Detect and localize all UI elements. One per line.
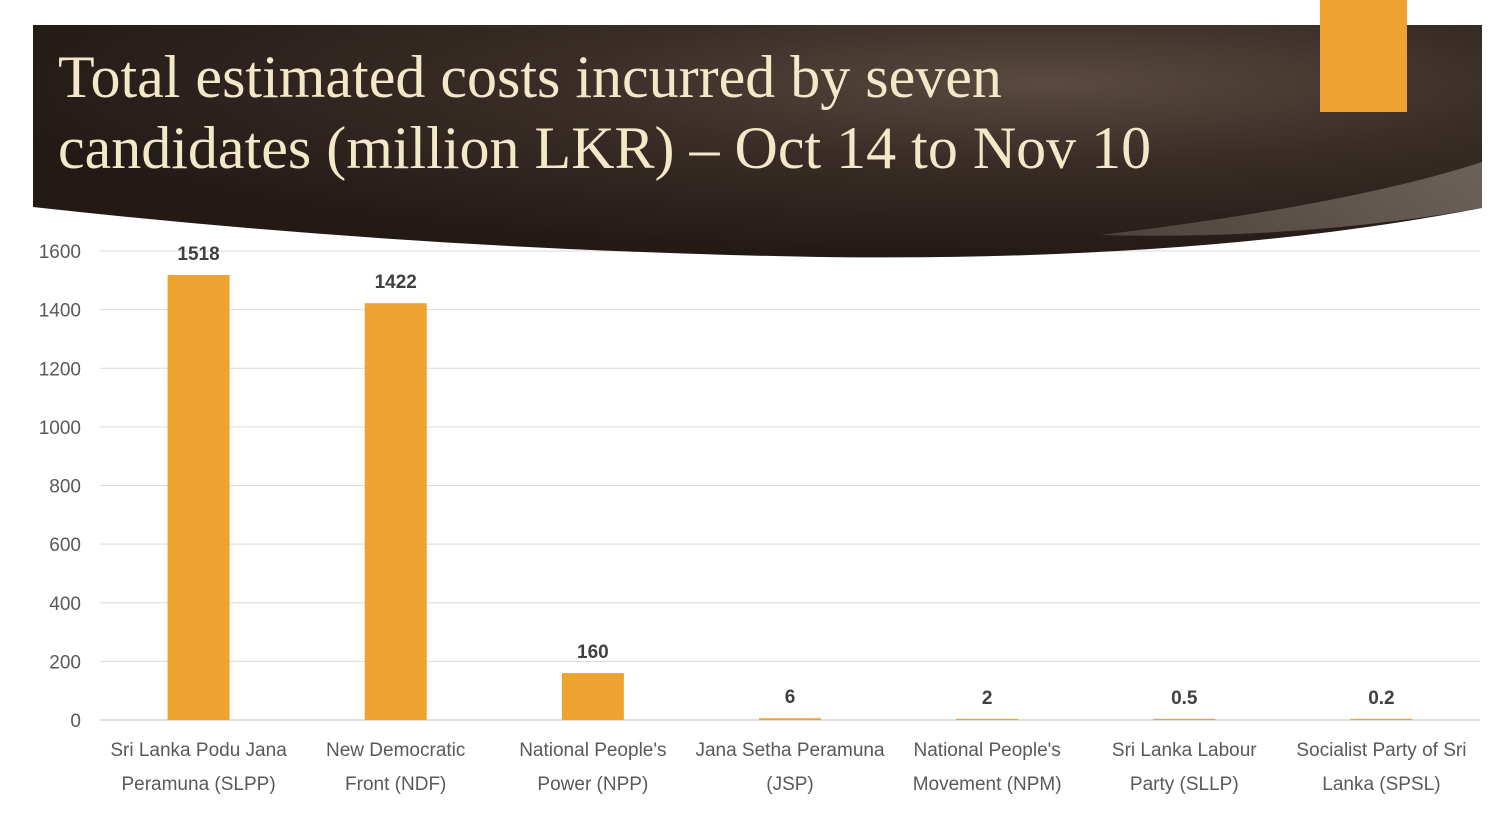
x-tick-label: National People's Movement (NPM) bbox=[913, 740, 1062, 795]
y-tick-label: 800 bbox=[49, 477, 81, 498]
slide-title: Total estimated costs incurred by seven … bbox=[58, 44, 1152, 181]
x-tick-label: National People's Power (NPP) bbox=[519, 740, 666, 795]
y-axis-ticks: 0 200 400 600 800 1000 1200 1400 1600 bbox=[39, 242, 81, 732]
banner-background bbox=[33, 25, 1482, 258]
data-label: 2 bbox=[982, 688, 993, 709]
bar bbox=[364, 303, 427, 720]
bar bbox=[1153, 718, 1216, 720]
bar bbox=[561, 673, 624, 720]
bar bbox=[1350, 718, 1413, 720]
bars bbox=[167, 275, 1413, 720]
data-label: 160 bbox=[577, 642, 609, 663]
data-labels: 1518 1422 160 6 2 0.5 0.2 bbox=[177, 244, 1394, 709]
data-label: 0.5 bbox=[1171, 688, 1198, 709]
x-tick-label: Jana Setha Peramuna (JSP) bbox=[695, 740, 885, 795]
data-label: 1518 bbox=[177, 244, 219, 265]
banner-sweep bbox=[1100, 162, 1482, 236]
y-tick-label: 600 bbox=[49, 535, 81, 556]
y-tick-label: 1000 bbox=[39, 418, 81, 439]
bar bbox=[167, 275, 230, 720]
x-axis-labels: Sri Lanka Podu Jana Peramuna (SLPP) New De… bbox=[110, 740, 1466, 795]
y-tick-label: 1200 bbox=[39, 359, 81, 380]
y-tick-label: 1600 bbox=[39, 242, 81, 263]
x-tick-label: Sri Lanka Labour Party (SLLP) bbox=[1112, 740, 1257, 795]
bar bbox=[956, 718, 1019, 720]
gridlines bbox=[100, 250, 1480, 721]
data-label: 0.2 bbox=[1368, 688, 1394, 709]
accent-block bbox=[1320, 0, 1407, 112]
x-tick-label: Sri Lanka Podu Jana Peramuna (SLPP) bbox=[110, 740, 287, 795]
title-banner bbox=[33, 0, 1482, 258]
bar bbox=[759, 718, 821, 720]
y-tick-label: 0 bbox=[70, 711, 81, 732]
x-tick-label: Socialist Party of Sri Lanka (SPSL) bbox=[1296, 740, 1466, 795]
data-label: 1422 bbox=[375, 272, 417, 293]
y-tick-label: 1400 bbox=[39, 301, 81, 322]
y-tick-label: 200 bbox=[49, 652, 81, 673]
data-label: 6 bbox=[785, 687, 796, 708]
x-tick-label: New Democratic Front (NDF) bbox=[326, 740, 465, 795]
y-tick-label: 400 bbox=[49, 594, 81, 615]
